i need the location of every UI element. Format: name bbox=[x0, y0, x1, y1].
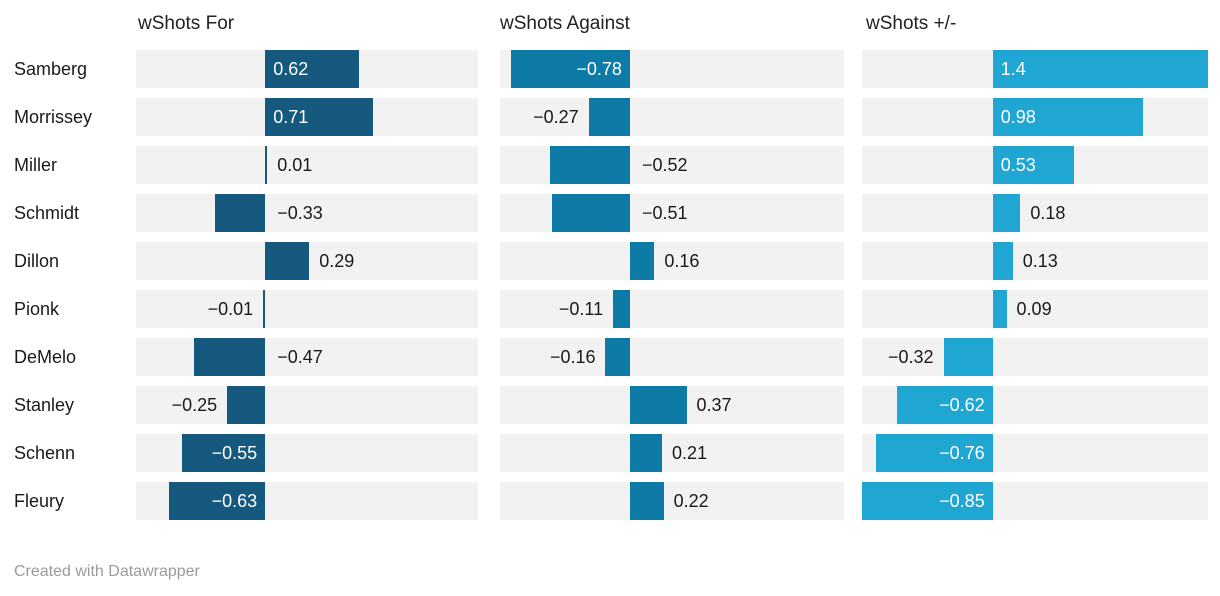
value-label: 0.16 bbox=[664, 251, 700, 271]
value-label: 0.98 bbox=[1000, 107, 1036, 127]
bar-track bbox=[862, 242, 1208, 280]
bar bbox=[551, 194, 630, 232]
bar bbox=[550, 146, 630, 184]
bar-track bbox=[500, 242, 844, 280]
bar-track bbox=[500, 482, 844, 520]
value-label: 0.18 bbox=[1030, 203, 1066, 223]
value-label: −0.25 bbox=[171, 395, 218, 415]
bar bbox=[265, 50, 360, 88]
value-label: −0.55 bbox=[211, 443, 258, 463]
bar bbox=[629, 242, 655, 280]
player-label: Dillon bbox=[14, 251, 60, 271]
value-label: −0.01 bbox=[207, 299, 254, 319]
bar bbox=[169, 482, 266, 520]
bar bbox=[943, 338, 993, 376]
bar bbox=[227, 386, 266, 424]
bar-track bbox=[862, 290, 1208, 328]
value-label: 1.4 bbox=[1000, 59, 1026, 79]
value-label: −0.76 bbox=[939, 443, 985, 463]
value-label: −0.16 bbox=[549, 347, 596, 367]
value-label: 0.21 bbox=[672, 443, 708, 463]
bar bbox=[265, 146, 268, 184]
bar-track bbox=[136, 194, 478, 232]
value-label: 0.09 bbox=[1016, 299, 1052, 319]
bar bbox=[862, 482, 993, 520]
bar bbox=[629, 386, 687, 424]
bar-track bbox=[136, 338, 478, 376]
bar bbox=[629, 482, 664, 520]
column-header-wshots-for: wShots For bbox=[138, 13, 235, 34]
bar bbox=[992, 194, 1021, 232]
bar-track bbox=[862, 194, 1208, 232]
bar bbox=[263, 290, 266, 328]
value-label: 0.53 bbox=[1000, 155, 1036, 175]
bar bbox=[992, 98, 1144, 136]
value-label: 0.37 bbox=[696, 395, 732, 415]
player-label: DeMelo bbox=[14, 347, 77, 367]
bar bbox=[605, 338, 630, 376]
bar-track bbox=[136, 290, 478, 328]
bar-track bbox=[500, 338, 844, 376]
player-label: Pionk bbox=[14, 299, 60, 319]
value-label: −0.63 bbox=[211, 491, 258, 511]
bar bbox=[992, 146, 1075, 184]
value-label: −0.32 bbox=[887, 347, 934, 367]
bar bbox=[193, 338, 266, 376]
bar-track bbox=[500, 290, 844, 328]
bar bbox=[992, 50, 1208, 88]
player-label: Fleury bbox=[14, 491, 65, 511]
bar bbox=[897, 386, 993, 424]
value-label: −0.62 bbox=[939, 395, 985, 415]
bar-track bbox=[136, 386, 478, 424]
bar-track bbox=[500, 98, 844, 136]
value-label: 0.01 bbox=[277, 155, 313, 175]
bar bbox=[613, 290, 630, 328]
column-header-wshots-plusminus: wShots +/- bbox=[866, 13, 957, 34]
bar bbox=[588, 98, 630, 136]
player-label: Stanley bbox=[14, 395, 75, 415]
player-label: Morrissey bbox=[14, 107, 93, 127]
column-header-wshots-against: wShots Against bbox=[500, 13, 630, 34]
value-label: −0.33 bbox=[277, 203, 323, 223]
bar bbox=[992, 242, 1013, 280]
value-label: −0.78 bbox=[576, 59, 622, 79]
value-label: −0.85 bbox=[939, 491, 985, 511]
bar bbox=[629, 434, 663, 472]
value-label: −0.11 bbox=[558, 299, 604, 319]
player-label: Miller bbox=[14, 155, 57, 175]
value-label: −0.27 bbox=[533, 107, 579, 127]
bar-track bbox=[862, 338, 1208, 376]
player-label: Schmidt bbox=[14, 203, 80, 223]
value-label: 0.71 bbox=[273, 107, 309, 127]
value-label: 0.62 bbox=[273, 59, 309, 79]
value-label: 0.29 bbox=[319, 251, 355, 271]
bar-track bbox=[136, 146, 478, 184]
value-label: −0.52 bbox=[641, 155, 688, 175]
bar bbox=[510, 50, 630, 88]
bar bbox=[265, 98, 374, 136]
bar-track bbox=[500, 434, 844, 472]
bar bbox=[215, 194, 266, 232]
player-label: Samberg bbox=[14, 59, 88, 79]
value-label: 0.13 bbox=[1022, 251, 1058, 271]
value-label: −0.47 bbox=[277, 347, 323, 367]
player-label: Schenn bbox=[14, 443, 76, 463]
bar bbox=[181, 434, 266, 472]
attribution: Created with Datawrapper bbox=[14, 561, 200, 583]
value-label: −0.51 bbox=[641, 203, 688, 223]
bar bbox=[992, 290, 1007, 328]
value-label: 0.22 bbox=[673, 491, 709, 511]
bar bbox=[875, 434, 993, 472]
datawrapper-credit-link[interactable]: Created with Datawrapper bbox=[14, 563, 200, 580]
bar bbox=[265, 242, 310, 280]
